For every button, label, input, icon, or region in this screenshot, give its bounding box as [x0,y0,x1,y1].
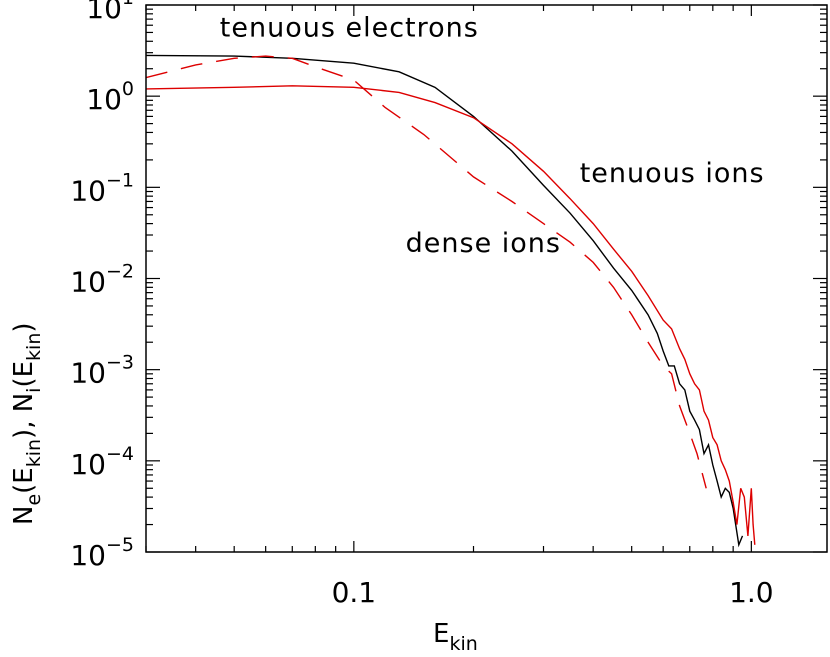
y-tick-label: 10−2 [70,261,134,299]
annotations: tenuous electrons tenuous ions dense ions [220,13,765,259]
annotation: tenuous electrons [220,13,479,44]
annotation: dense ions [406,228,561,259]
axes: 101 100 10−1 10−2 10−3 10−4 10−5 0.1 1.0 [70,0,827,609]
y-tick-label: 10−4 [70,443,134,481]
annotation: tenuous ions [580,158,765,189]
plot-marks [146,54,756,548]
y-tick-label: 10−5 [70,534,134,572]
y-tick-label: 100 [86,78,134,116]
series-tenuous-ions [146,85,756,545]
series-dense-ions [146,55,707,489]
series-tenuous-electrons [146,54,744,548]
y-axis-label: Ne(Ekin), Ni(Ekin) [9,322,45,525]
x-tick-label: 1.0 [729,576,774,609]
y-tick-label: 101 [86,0,134,25]
y-tick-label: 10−3 [70,352,134,390]
x-axis-label: Ekin [433,619,478,653]
x-tick-label: 0.1 [332,576,377,609]
y-tick-label: 10−1 [70,169,134,207]
